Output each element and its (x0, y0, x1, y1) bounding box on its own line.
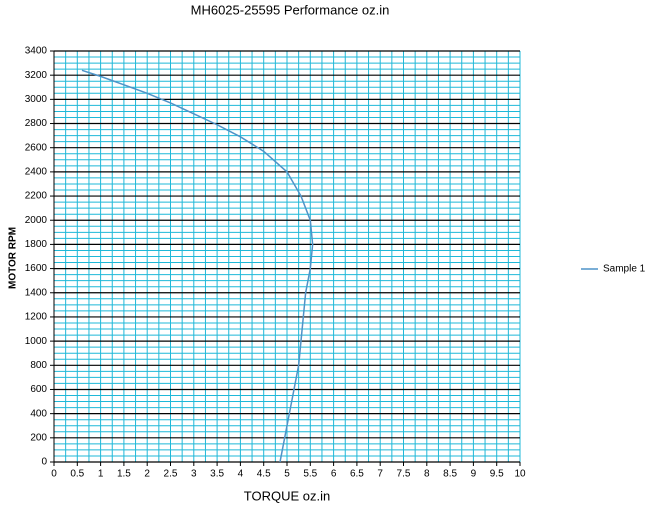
x-tick-label: 6 (331, 469, 337, 480)
y-tick-label: 2000 (25, 215, 48, 226)
y-tick-label: 2800 (25, 118, 48, 129)
y-tick-label: 1200 (25, 312, 48, 323)
x-tick-label: 0.5 (70, 469, 84, 480)
x-tick-label: 7.5 (397, 469, 411, 480)
y-tick-label: 0 (41, 457, 47, 468)
y-tick-label: 200 (30, 432, 47, 443)
legend-label: Sample 1 (603, 264, 646, 275)
series-line (81, 69, 314, 463)
x-tick-label: 3.5 (210, 469, 224, 480)
y-tick-label: 600 (30, 384, 47, 395)
x-tick-label: 4 (238, 469, 244, 480)
chart-title: MH6025-25595 Performance oz.in (191, 2, 390, 17)
x-tick-label: 5 (284, 469, 290, 480)
y-tick-label: 1800 (25, 239, 48, 250)
y-tick-label: 1600 (25, 263, 48, 274)
x-tick-label: 1 (98, 469, 104, 480)
y-tick-label: 3400 (25, 46, 48, 57)
y-tick-label: 3000 (25, 94, 48, 105)
x-axis-title: TORQUE oz.in (244, 488, 330, 503)
y-tick-label: 2400 (25, 167, 48, 178)
y-tick-label: 2200 (25, 191, 48, 202)
x-tick-label: 4.5 (257, 469, 271, 480)
x-tick-label: 5.5 (303, 469, 317, 480)
y-tick-label: 400 (30, 408, 47, 419)
x-tick-label: 2 (144, 469, 150, 480)
y-tick-label: 2600 (25, 142, 48, 153)
y-tick-label: 3200 (25, 70, 48, 81)
y-axis-title: MOTOR RPM (8, 227, 19, 289)
x-tick-label: 7 (377, 469, 383, 480)
x-tick-label: 3 (191, 469, 197, 480)
y-tick-label: 1400 (25, 287, 48, 298)
x-tick-label: 1.5 (117, 469, 131, 480)
x-tick-label: 2.5 (164, 469, 178, 480)
x-tick-label: 6.5 (350, 469, 364, 480)
x-tick-label: 0 (51, 469, 57, 480)
x-tick-label: 8.5 (443, 469, 457, 480)
x-tick-label: 10 (514, 469, 526, 480)
x-tick-label: 9.5 (490, 469, 504, 480)
x-tick-label: 8 (424, 469, 430, 480)
y-tick-label: 1000 (25, 336, 48, 347)
y-tick-label: 800 (30, 360, 47, 371)
x-tick-label: 9 (471, 469, 477, 480)
